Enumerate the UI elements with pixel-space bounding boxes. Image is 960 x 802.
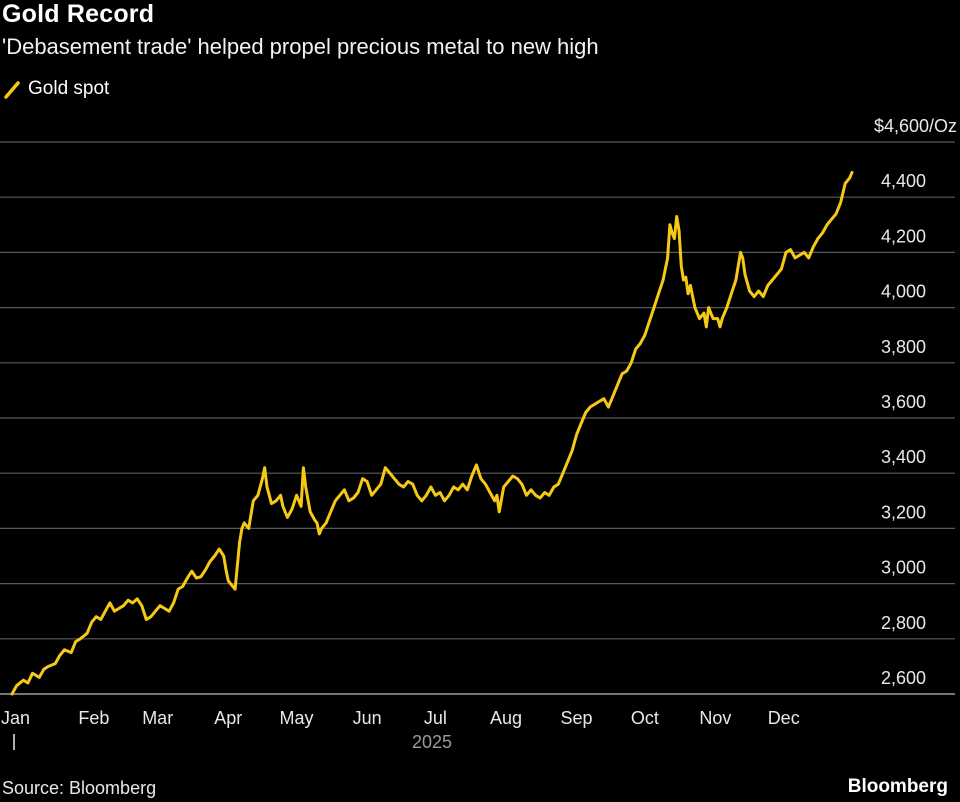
x-tick-label: Feb — [78, 708, 109, 728]
x-tick-label: Mar — [142, 708, 173, 728]
y-tick-label: $4,600/Oz — [874, 116, 957, 136]
legend-swatch-icon — [4, 81, 20, 99]
bloomberg-logo: Bloomberg — [847, 776, 948, 797]
x-tick-label: Jul — [424, 708, 447, 728]
x-tick-label: Apr — [214, 708, 242, 728]
x-tick-label: Dec — [768, 708, 800, 728]
chart-title: Gold Record — [2, 0, 155, 28]
x-tick-label: Aug — [490, 708, 522, 728]
y-tick-label: 4,400 — [881, 171, 926, 191]
y-axis-ticks: 2,600 2,800 3,000 3,200 3,400 3,600 3,800 4,000… — [874, 116, 957, 688]
series-line-gold-spot — [10, 170, 854, 696]
y-tick-label: 3,400 — [881, 447, 926, 467]
legend: Gold spot — [4, 78, 109, 100]
x-year-label: 2025 — [412, 732, 452, 752]
x-tick-label: Jan — [1, 708, 30, 728]
x-axis: Jan Feb Mar Apr May Jun Jul Aug Sep Oct Nov Dec 2025 — [1, 708, 800, 752]
x-tick-label: Nov — [699, 708, 731, 728]
x-tick-label: Sep — [561, 708, 593, 728]
y-tick-label: 2,600 — [881, 668, 926, 688]
x-tick-label: Jun — [353, 708, 382, 728]
chart-subtitle: 'Debasement trade' helped propel preciou… — [2, 34, 599, 59]
source-note: Source: Bloomberg — [2, 778, 157, 798]
y-tick-label: 3,000 — [881, 558, 926, 578]
legend-label-gold-spot: Gold spot — [28, 78, 110, 99]
y-tick-label: 4,200 — [881, 226, 926, 246]
y-tick-label: 3,800 — [881, 337, 926, 357]
y-tick-label: 4,000 — [881, 282, 926, 302]
y-tick-label: 3,200 — [881, 502, 926, 522]
gridlines — [0, 141, 955, 695]
x-tick-label: Oct — [631, 708, 659, 728]
x-tick-label: May — [280, 708, 314, 728]
y-tick-label: 3,600 — [881, 392, 926, 412]
y-tick-label: 2,800 — [881, 613, 926, 633]
series-layer — [10, 170, 854, 696]
